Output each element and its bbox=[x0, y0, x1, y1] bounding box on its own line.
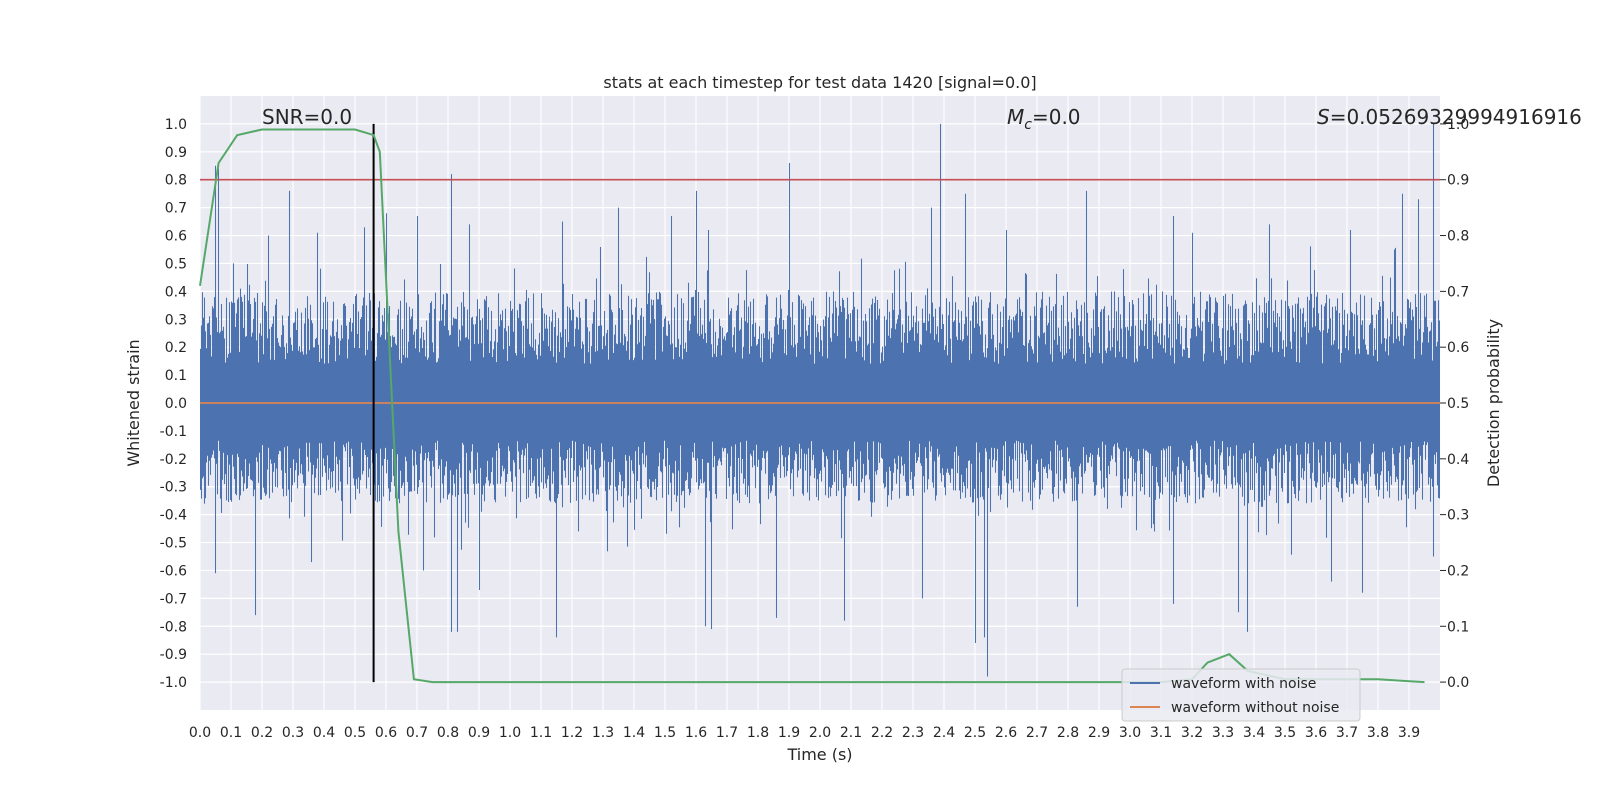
y-tick-label: -0.5 bbox=[160, 536, 187, 552]
y-tick-label: 0.0 bbox=[165, 396, 187, 412]
x-tick-label: 2.1 bbox=[840, 725, 862, 741]
y-tick-label: -0.2 bbox=[160, 452, 187, 468]
legend-box bbox=[1121, 668, 1361, 722]
s-annotation: S=0.05269329994916916 bbox=[1317, 105, 1582, 129]
y2-tick-label: 1.0 bbox=[1447, 117, 1469, 133]
legend: waveform with noise waveform without noi… bbox=[1121, 668, 1361, 722]
x-tick-label: 0.3 bbox=[282, 725, 304, 741]
y-tick-label: 0.7 bbox=[165, 201, 187, 217]
x-axis-label: Time (s) bbox=[786, 745, 852, 764]
y-tick-label: -1.0 bbox=[160, 675, 187, 691]
x-tick-label: 1.6 bbox=[685, 725, 707, 741]
x-tick-label: 3.9 bbox=[1398, 725, 1420, 741]
y2-tick-label: 0.2 bbox=[1447, 563, 1469, 579]
x-tick-label: 2.5 bbox=[964, 725, 986, 741]
x-tick-label: 3.0 bbox=[1119, 725, 1141, 741]
x-tick-label: 3.6 bbox=[1305, 725, 1327, 741]
y-tick-label: 0.6 bbox=[165, 229, 187, 245]
x-tick-label: 2.3 bbox=[902, 725, 924, 741]
x-tick-label: 0.7 bbox=[406, 725, 428, 741]
x-tick-label: 3.1 bbox=[1150, 725, 1172, 741]
x-tick-label: 0.0 bbox=[189, 725, 211, 741]
x-tick-label: 2.9 bbox=[1088, 725, 1110, 741]
y2-tick-label: 0.8 bbox=[1447, 229, 1469, 245]
x-tick-label: 0.9 bbox=[468, 725, 490, 741]
x-tick-label: 3.3 bbox=[1212, 725, 1234, 741]
y-tick-label: 1.0 bbox=[165, 117, 187, 133]
legend-label-clean: waveform without noise bbox=[1171, 700, 1339, 716]
x-tick-label: 1.7 bbox=[716, 725, 738, 741]
y2-tick-label: 0.5 bbox=[1447, 396, 1469, 412]
x-ticks: 0.0 0.1 0.2 0.3 0.4 0.5 0.6 0.7 0.8 0.9 1.0 1.1 1.2 1… bbox=[189, 725, 1420, 741]
x-tick-label: 0.4 bbox=[313, 725, 335, 741]
y-tick-label: 0.8 bbox=[165, 173, 187, 189]
chirp-mass-symbol: M bbox=[1007, 105, 1024, 129]
legend-label-noise: waveform with noise bbox=[1171, 676, 1316, 692]
x-tick-label: 0.1 bbox=[220, 725, 242, 741]
x-tick-label: 1.8 bbox=[747, 725, 769, 741]
s-symbol: S bbox=[1317, 105, 1330, 129]
y-tick-label: -0.3 bbox=[160, 480, 187, 496]
x-tick-label: 2.0 bbox=[809, 725, 831, 741]
y2-axis-label: Detection probability bbox=[1484, 319, 1503, 487]
chirp-mass-value: =0.0 bbox=[1032, 105, 1081, 129]
x-tick-label: 2.7 bbox=[1026, 725, 1048, 741]
x-tick-label: 2.4 bbox=[933, 725, 955, 741]
y2-tick-label: 0.0 bbox=[1447, 675, 1469, 691]
chart-title: stats at each timestep for test data 142… bbox=[603, 73, 1036, 92]
y-tick-label: 0.3 bbox=[165, 312, 187, 328]
y-tick-label: -0.8 bbox=[160, 619, 187, 635]
x-tick-label: 1.1 bbox=[530, 725, 552, 741]
y2-tick-label: 0.3 bbox=[1447, 508, 1469, 524]
noise-waveform bbox=[199, 123, 1441, 677]
y-tick-label: -0.1 bbox=[160, 424, 187, 440]
x-tick-label: 1.3 bbox=[592, 725, 614, 741]
y-tick-label: -0.9 bbox=[160, 647, 187, 663]
y2-ticks: 1.0 0.9 0.8 0.7 0.6 0.5 0.4 0.3 0.2 0.1 0.0 bbox=[1440, 117, 1469, 691]
x-tick-label: 0.5 bbox=[344, 725, 366, 741]
x-tick-label: 0.8 bbox=[437, 725, 459, 741]
x-tick-label: 2.8 bbox=[1057, 725, 1079, 741]
y-tick-label: 0.4 bbox=[165, 284, 187, 300]
y2-tick-label: 0.1 bbox=[1447, 619, 1469, 635]
noise-waveform-path bbox=[199, 123, 1441, 677]
y-axis-label: Whitened strain bbox=[124, 339, 143, 466]
x-tick-label: 1.4 bbox=[623, 725, 645, 741]
x-tick-label: 3.5 bbox=[1274, 725, 1296, 741]
chirp-mass-annotation: Mc=0.0 bbox=[1007, 105, 1081, 133]
x-tick-label: 1.5 bbox=[654, 725, 676, 741]
x-tick-label: 0.2 bbox=[251, 725, 273, 741]
x-tick-label: 2.2 bbox=[871, 725, 893, 741]
s-value: =0.05269329994916916 bbox=[1330, 105, 1582, 129]
x-tick-label: 0.6 bbox=[375, 725, 397, 741]
y2-tick-label: 0.4 bbox=[1447, 452, 1469, 468]
x-tick-label: 1.9 bbox=[778, 725, 800, 741]
y-tick-label: 0.2 bbox=[165, 340, 187, 356]
y2-tick-label: 0.6 bbox=[1447, 340, 1469, 356]
x-tick-label: 3.2 bbox=[1181, 725, 1203, 741]
x-tick-label: 2.6 bbox=[995, 725, 1017, 741]
y-tick-label: -0.4 bbox=[160, 508, 187, 524]
y2-tick-label: 0.7 bbox=[1447, 284, 1469, 300]
y-tick-label: 0.1 bbox=[165, 368, 187, 384]
y-tick-label: 0.9 bbox=[165, 145, 187, 161]
x-tick-label: 3.8 bbox=[1367, 725, 1389, 741]
y-tick-label: -0.7 bbox=[160, 591, 187, 607]
chirp-mass-subscript: c bbox=[1024, 117, 1032, 133]
y2-tick-label: 0.9 bbox=[1447, 173, 1469, 189]
x-tick-label: 1.0 bbox=[499, 725, 521, 741]
x-tick-label: 3.7 bbox=[1336, 725, 1358, 741]
x-tick-label: 1.2 bbox=[561, 725, 583, 741]
snr-annotation: SNR=0.0 bbox=[262, 105, 352, 129]
x-tick-label: 3.4 bbox=[1243, 725, 1265, 741]
y-tick-label: -0.6 bbox=[160, 563, 187, 579]
y-ticks: 1.0 0.9 0.8 0.7 0.6 0.5 0.4 0.3 0.2 0.1 0.0 -0.1 -0.… bbox=[160, 117, 187, 691]
y-tick-label: 0.5 bbox=[165, 256, 187, 272]
